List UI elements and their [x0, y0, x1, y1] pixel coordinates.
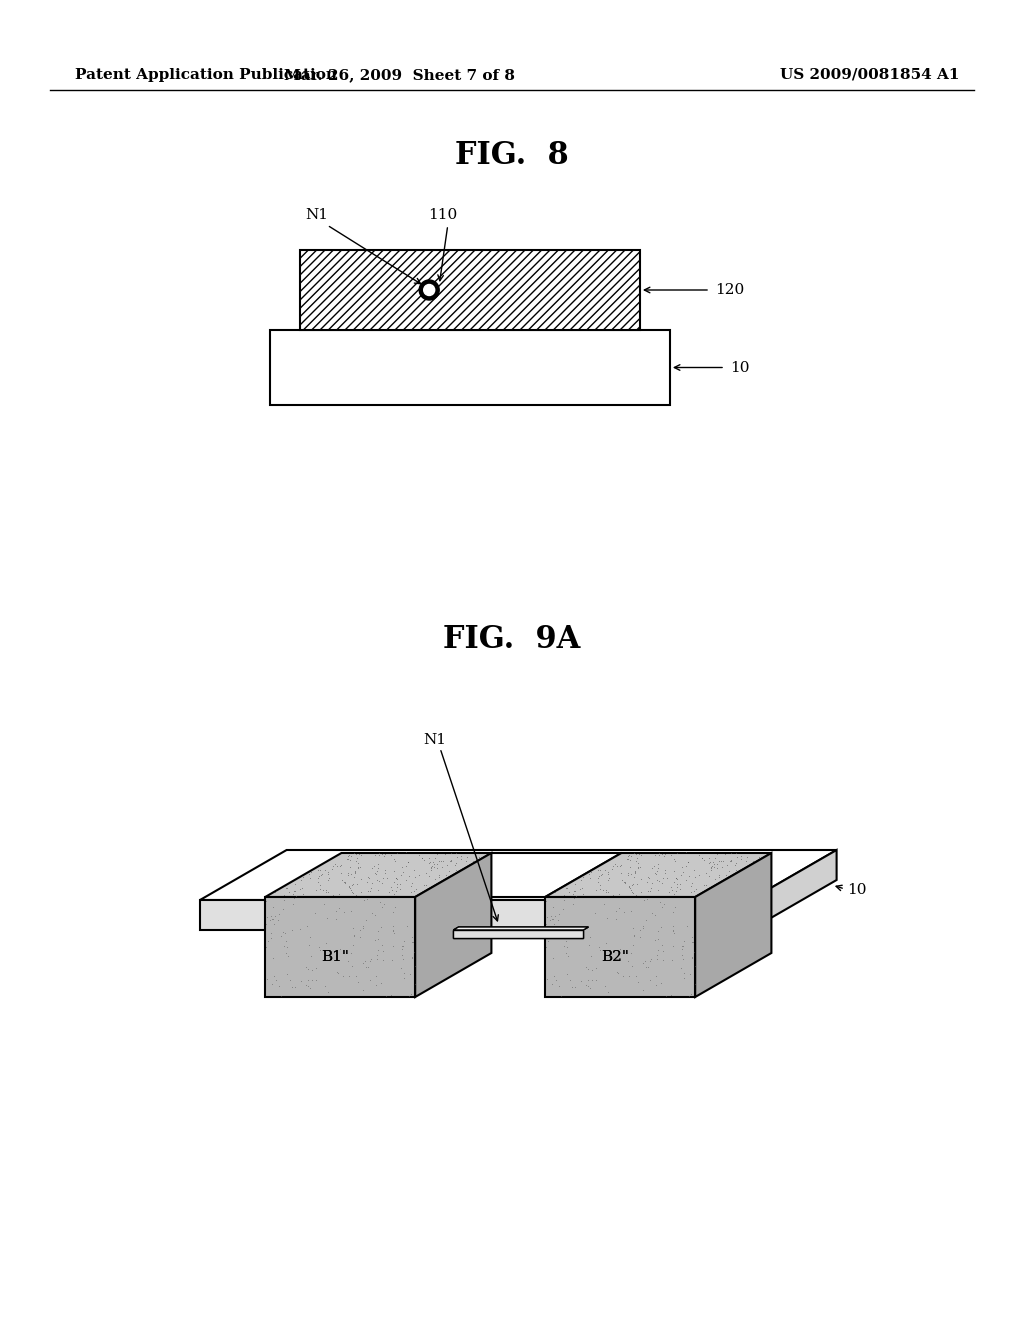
- Text: Patent Application Publication: Patent Application Publication: [75, 69, 337, 82]
- Text: FIG.  9A: FIG. 9A: [443, 624, 581, 656]
- Polygon shape: [750, 850, 837, 931]
- Polygon shape: [200, 850, 837, 900]
- Text: 120: 120: [715, 282, 744, 297]
- Polygon shape: [415, 853, 622, 898]
- Polygon shape: [695, 853, 771, 997]
- Polygon shape: [200, 900, 750, 931]
- Text: 10: 10: [847, 883, 866, 898]
- Text: Mar. 26, 2009  Sheet 7 of 8: Mar. 26, 2009 Sheet 7 of 8: [285, 69, 515, 82]
- Polygon shape: [545, 898, 695, 997]
- Circle shape: [419, 280, 439, 300]
- Text: FIG.  8: FIG. 8: [455, 140, 569, 170]
- Polygon shape: [300, 249, 640, 330]
- Polygon shape: [270, 330, 670, 405]
- Text: 10: 10: [730, 360, 750, 375]
- Text: B1": B1": [322, 950, 349, 964]
- Polygon shape: [545, 853, 771, 898]
- Text: 110: 110: [428, 209, 458, 222]
- Polygon shape: [265, 853, 492, 898]
- Text: US 2009/0081854 A1: US 2009/0081854 A1: [780, 69, 959, 82]
- Text: N1: N1: [424, 733, 446, 747]
- Text: B1": B1": [322, 950, 349, 964]
- Text: B2": B2": [601, 950, 629, 964]
- Polygon shape: [265, 898, 415, 997]
- Text: N1: N1: [305, 209, 329, 222]
- Text: B2": B2": [601, 950, 629, 964]
- Circle shape: [424, 285, 435, 296]
- Polygon shape: [454, 931, 584, 939]
- Polygon shape: [454, 927, 589, 931]
- Polygon shape: [415, 853, 492, 997]
- Polygon shape: [454, 931, 584, 939]
- Polygon shape: [454, 927, 589, 931]
